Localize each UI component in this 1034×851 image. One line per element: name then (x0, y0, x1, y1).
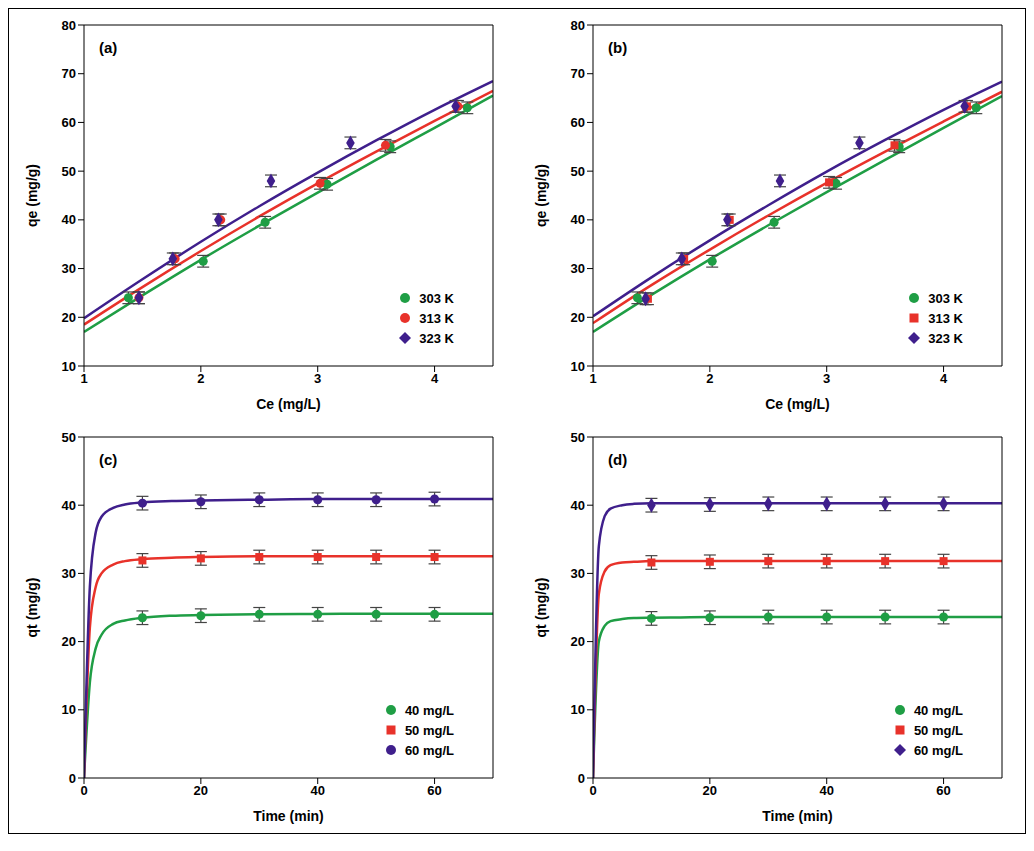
svg-text:20: 20 (571, 634, 585, 649)
html-text:50 mg/L: 50 mg/L (404, 722, 454, 738)
svg-text:qt (mg/g): qt (mg/g) (533, 578, 549, 638)
svg-text:50: 50 (62, 430, 76, 445)
svg-text:80: 80 (571, 18, 585, 33)
html-text:313 K: 313 K (928, 310, 963, 326)
html-text:323 K: 323 K (419, 330, 454, 346)
html-text:(c): (c) (99, 451, 118, 468)
svg-text:60: 60 (62, 115, 76, 130)
svg-text:60: 60 (936, 783, 950, 798)
svg-text:40: 40 (571, 212, 585, 227)
svg-text:20: 20 (194, 783, 208, 798)
svg-text:30: 30 (571, 261, 585, 276)
html-text:313 K: 313 K (419, 310, 454, 326)
svg-text:Time (min): Time (min) (762, 808, 833, 824)
svg-text:10: 10 (571, 702, 585, 717)
svg-text:0: 0 (589, 783, 596, 798)
html-text:50 mg/L: 50 mg/L (913, 722, 963, 738)
svg-text:1: 1 (589, 371, 596, 386)
svg-text:3: 3 (314, 371, 321, 386)
svg-text:30: 30 (571, 566, 585, 581)
svg-text:20: 20 (62, 310, 76, 325)
html-text:(d): (d) (608, 451, 628, 468)
svg-text:40: 40 (819, 783, 833, 798)
svg-text:50: 50 (62, 164, 76, 179)
svg-text:50: 50 (571, 430, 585, 445)
svg-text:20: 20 (571, 310, 585, 325)
svg-text:10: 10 (571, 359, 585, 374)
html-text:303 K: 303 K (419, 290, 454, 306)
html-text:303 K: 303 K (928, 290, 963, 306)
svg-text:70: 70 (62, 66, 76, 81)
svg-text:0: 0 (69, 771, 76, 786)
svg-text:1: 1 (80, 371, 87, 386)
svg-text:qt (mg/g): qt (mg/g) (24, 578, 40, 638)
svg-text:0: 0 (578, 771, 585, 786)
svg-text:Time (min): Time (min) (253, 808, 324, 824)
html-text:(b): (b) (608, 39, 628, 56)
svg-text:4: 4 (431, 371, 439, 386)
svg-text:40: 40 (571, 498, 585, 513)
svg-text:40: 40 (310, 783, 324, 798)
html-text:40 mg/L: 40 mg/L (913, 702, 963, 718)
svg-text:20: 20 (703, 783, 717, 798)
svg-text:2: 2 (706, 371, 713, 386)
html-text:60 mg/L: 60 mg/L (913, 742, 963, 758)
svg-text:10: 10 (62, 702, 76, 717)
svg-text:10: 10 (62, 359, 76, 374)
svg-text:70: 70 (571, 66, 585, 81)
svg-text:Ce (mg/L): Ce (mg/L) (765, 396, 830, 412)
html-text:60 mg/L: 60 mg/L (404, 742, 454, 758)
svg-text:Ce (mg/L): Ce (mg/L) (256, 396, 321, 412)
svg-text:3: 3 (823, 371, 830, 386)
svg-text:60: 60 (427, 783, 441, 798)
html-text:323 K: 323 K (928, 330, 963, 346)
svg-text:40: 40 (62, 212, 76, 227)
svg-text:30: 30 (62, 261, 76, 276)
svg-text:30: 30 (62, 566, 76, 581)
svg-text:40: 40 (62, 498, 76, 513)
svg-text:20: 20 (62, 634, 76, 649)
svg-text:qe (mg/g): qe (mg/g) (24, 164, 40, 227)
svg-text:qe (mg/g): qe (mg/g) (533, 164, 549, 227)
html-text:(a): (a) (99, 39, 118, 56)
svg-text:4: 4 (940, 371, 948, 386)
svg-text:80: 80 (62, 18, 76, 33)
svg-text:50: 50 (571, 164, 585, 179)
svg-text:2: 2 (197, 371, 204, 386)
svg-text:0: 0 (80, 783, 87, 798)
svg-text:60: 60 (571, 115, 585, 130)
html-text:40 mg/L: 40 mg/L (404, 702, 454, 718)
